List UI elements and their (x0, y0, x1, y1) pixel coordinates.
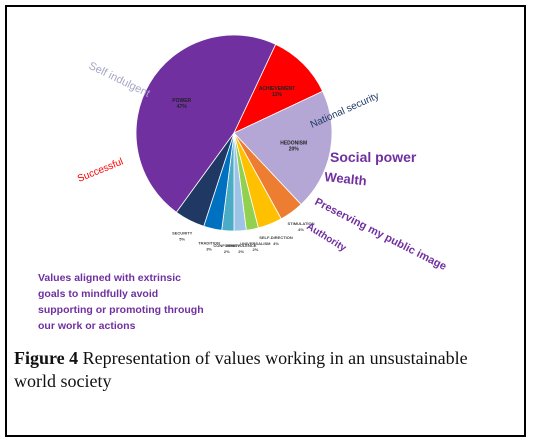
pie-slice-security (175, 132, 235, 227)
values-note: Values aligned with extrinsic goals to m… (38, 272, 204, 332)
pie-label-achievement: ACHIEVEMENT 11% (259, 86, 295, 98)
figure-caption-text: Representation of values working in an u… (14, 348, 468, 391)
pie-label-self-direction: SELF-DIRECTION 4% (259, 235, 293, 246)
figure-caption: Figure 4 Representation of values workin… (14, 347, 514, 393)
pie-slice-power (135, 34, 277, 213)
pie-label-conformity: CONFORMITY 2% (213, 243, 240, 254)
pie-label-universalism: UNIVERSALISM 2% (240, 241, 271, 252)
annotation-successful: Successful (76, 156, 125, 184)
pie-slice-hedonism (233, 90, 333, 206)
pie-label-stimulation: STIMULATION 4% (287, 221, 314, 232)
figure-label: Figure 4 (14, 348, 79, 368)
values-note-line: supporting or promoting through (38, 304, 204, 316)
values-note-line: Values aligned with extrinsic (38, 272, 181, 284)
pie-label-hedonism: HEDONISM 20% (280, 140, 307, 152)
pie-label-tradition: TRADITION 3% (198, 240, 220, 251)
pie-chart: POWER 47% ACHIEVEMENT 11% HEDONISM 20% STIMULA… (38, 34, 448, 332)
annotation-social-power: Social power (330, 149, 417, 165)
pie-label-security: SECURITY 5% (172, 231, 193, 242)
values-note-line: goals to mindfully avoid (38, 288, 158, 300)
pie-slice-labels: POWER 47% ACHIEVEMENT 11% HEDONISM 20% STIMULA… (172, 86, 315, 254)
pie-label-benevolence: BENEVOLENCE 2% (226, 243, 257, 254)
annotation-wealth: Wealth (324, 169, 368, 188)
pie-slices (135, 34, 333, 232)
pie-slice-achievement (233, 43, 324, 134)
values-note-line: our work or actions (38, 320, 136, 332)
pie-label-power: POWER 47% (172, 98, 191, 110)
annotation-self-indulgent: Self indulgent (87, 60, 152, 100)
annotation-authority: Authority (304, 221, 348, 254)
